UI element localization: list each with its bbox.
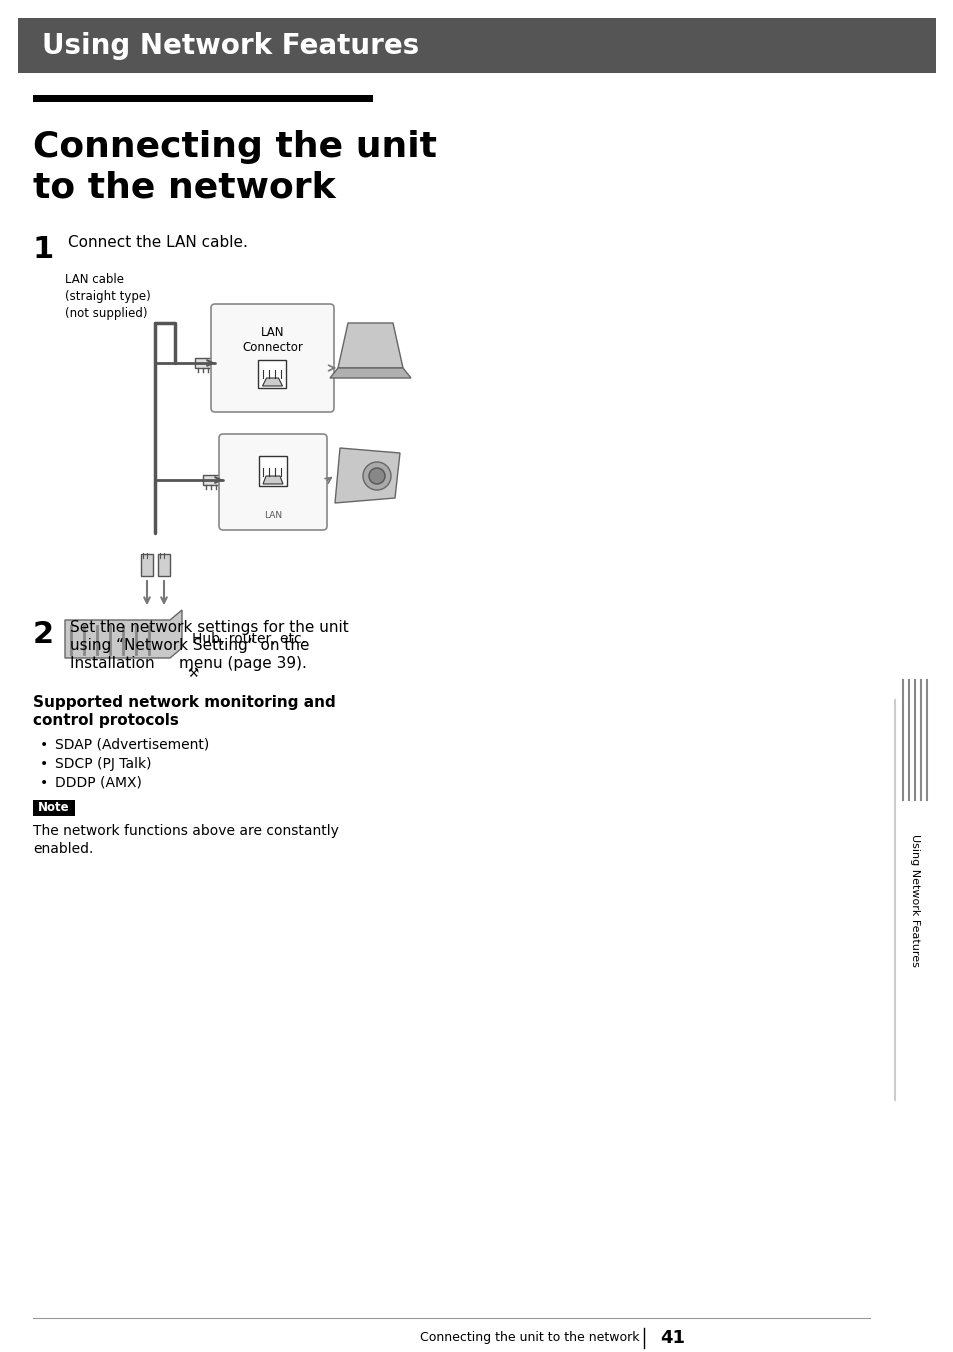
Polygon shape [335,448,399,503]
Text: Set the network settings for the unit: Set the network settings for the unit [70,621,349,635]
Text: Supported network monitoring and: Supported network monitoring and [33,695,335,710]
Bar [18,18,935,73]
Text: control protocols: control protocols [33,713,179,727]
Text: Installation     menu (page 39).: Installation menu (page 39). [70,656,307,671]
Bar [33,95,373,101]
Text: Using Network Features: Using Network Features [909,834,919,967]
Bar [33,800,75,817]
Bar [194,358,213,368]
Text: LAN
Connector: LAN Connector [242,326,303,354]
FancyBboxPatch shape [219,434,327,530]
FancyBboxPatch shape [211,304,334,412]
Bar [203,475,221,485]
Text: •: • [40,757,49,771]
Text: LAN: LAN [264,511,282,521]
Text: 1: 1 [33,235,54,264]
Polygon shape [263,476,283,484]
Text: Note: Note [38,802,70,814]
Circle shape [369,468,385,484]
Polygon shape [330,368,411,379]
Text: Hub, router, etc.: Hub, router, etc. [192,631,306,646]
Text: Connecting the unit: Connecting the unit [33,130,436,164]
Bar [258,456,287,485]
Text: ⚒: ⚒ [187,667,198,680]
Text: •: • [40,776,49,790]
Text: The network functions above are constantly: The network functions above are constant… [33,823,338,838]
Text: Connect the LAN cable.: Connect the LAN cable. [68,235,248,250]
Polygon shape [65,610,182,658]
Text: Connecting the unit to the network: Connecting the unit to the network [420,1332,639,1344]
Circle shape [363,462,391,489]
Text: LAN cable
(straight type)
(not supplied): LAN cable (straight type) (not supplied) [65,273,151,320]
Text: 2: 2 [33,621,54,649]
Polygon shape [262,379,282,387]
Text: SDAP (Advertisement): SDAP (Advertisement) [55,738,209,752]
Text: to the network: to the network [33,170,335,204]
Text: •: • [40,738,49,752]
Bar [141,554,152,576]
Polygon shape [337,323,402,368]
Text: Using Network Features: Using Network Features [42,31,418,59]
Text: using “Network Setting” on the: using “Network Setting” on the [70,638,309,653]
Text: DDDP (AMX): DDDP (AMX) [55,776,142,790]
Bar [158,554,170,576]
Bar [258,360,286,388]
Text: 41: 41 [659,1329,684,1347]
Text: enabled.: enabled. [33,842,93,856]
Text: SDCP (PJ Talk): SDCP (PJ Talk) [55,757,152,771]
